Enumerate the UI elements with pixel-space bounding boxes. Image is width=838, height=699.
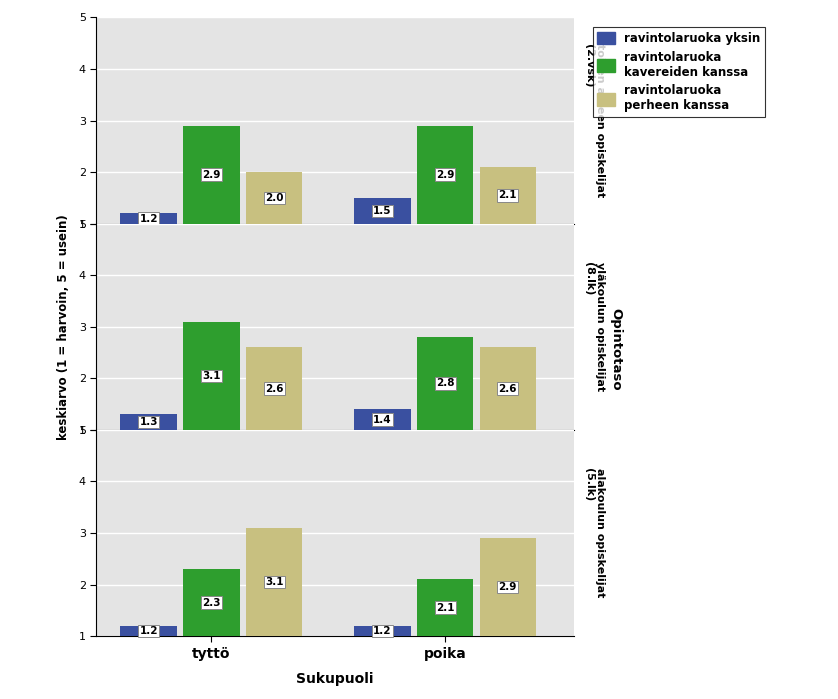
Text: alakoulun opiskelijat
(5.lk): alakoulun opiskelijat (5.lk) <box>583 468 605 598</box>
Text: 2.3: 2.3 <box>202 598 220 607</box>
Legend: ravintolaruoka yksin, ravintolaruoka
kavereiden kanssa, ravintolaruoka
perheen k: ravintolaruoka yksin, ravintolaruoka kav… <box>592 27 765 117</box>
Bar <box>479 538 536 636</box>
Bar <box>479 167 536 224</box>
Text: 2.6: 2.6 <box>265 384 283 394</box>
Text: 2.0: 2.0 <box>265 193 283 203</box>
Bar <box>416 579 473 636</box>
Text: 2.1: 2.1 <box>436 603 454 613</box>
Text: 1.2: 1.2 <box>139 626 158 636</box>
Text: 1.4: 1.4 <box>373 415 391 424</box>
X-axis label: Sukupuoli: Sukupuoli <box>297 672 374 686</box>
Text: yläkoulun opiskelijat
(8.lk): yläkoulun opiskelijat (8.lk) <box>583 262 605 391</box>
Text: 1.2: 1.2 <box>373 626 391 636</box>
Bar <box>121 415 177 430</box>
Bar <box>184 126 240 224</box>
Text: toisen asteen opiskelijat
(2.vsk): toisen asteen opiskelijat (2.vsk) <box>583 44 605 197</box>
Text: 2.9: 2.9 <box>436 170 454 180</box>
Bar <box>121 626 177 636</box>
Text: 2.6: 2.6 <box>499 384 517 394</box>
Text: Opintotaso: Opintotaso <box>609 308 623 391</box>
Text: 3.1: 3.1 <box>202 370 220 381</box>
Bar <box>121 213 177 224</box>
Bar <box>354 626 411 636</box>
Text: 1.3: 1.3 <box>139 417 158 427</box>
Text: 2.9: 2.9 <box>202 170 220 180</box>
Bar <box>184 322 240 430</box>
Bar <box>184 569 240 636</box>
Bar <box>416 337 473 430</box>
Text: 1.2: 1.2 <box>139 213 158 224</box>
Bar <box>354 198 411 224</box>
Text: 2.9: 2.9 <box>499 582 517 592</box>
Y-axis label: keskiarvo (1 = harvoin, 5 = usein): keskiarvo (1 = harvoin, 5 = usein) <box>58 214 70 440</box>
Bar <box>246 347 303 430</box>
Bar <box>246 528 303 636</box>
Text: 2.8: 2.8 <box>436 378 454 389</box>
Bar <box>246 172 303 224</box>
Bar <box>354 410 411 430</box>
Bar <box>479 347 536 430</box>
Bar <box>416 126 473 224</box>
Text: 1.5: 1.5 <box>373 206 391 216</box>
Text: 2.1: 2.1 <box>499 190 517 201</box>
Text: 3.1: 3.1 <box>265 577 283 587</box>
